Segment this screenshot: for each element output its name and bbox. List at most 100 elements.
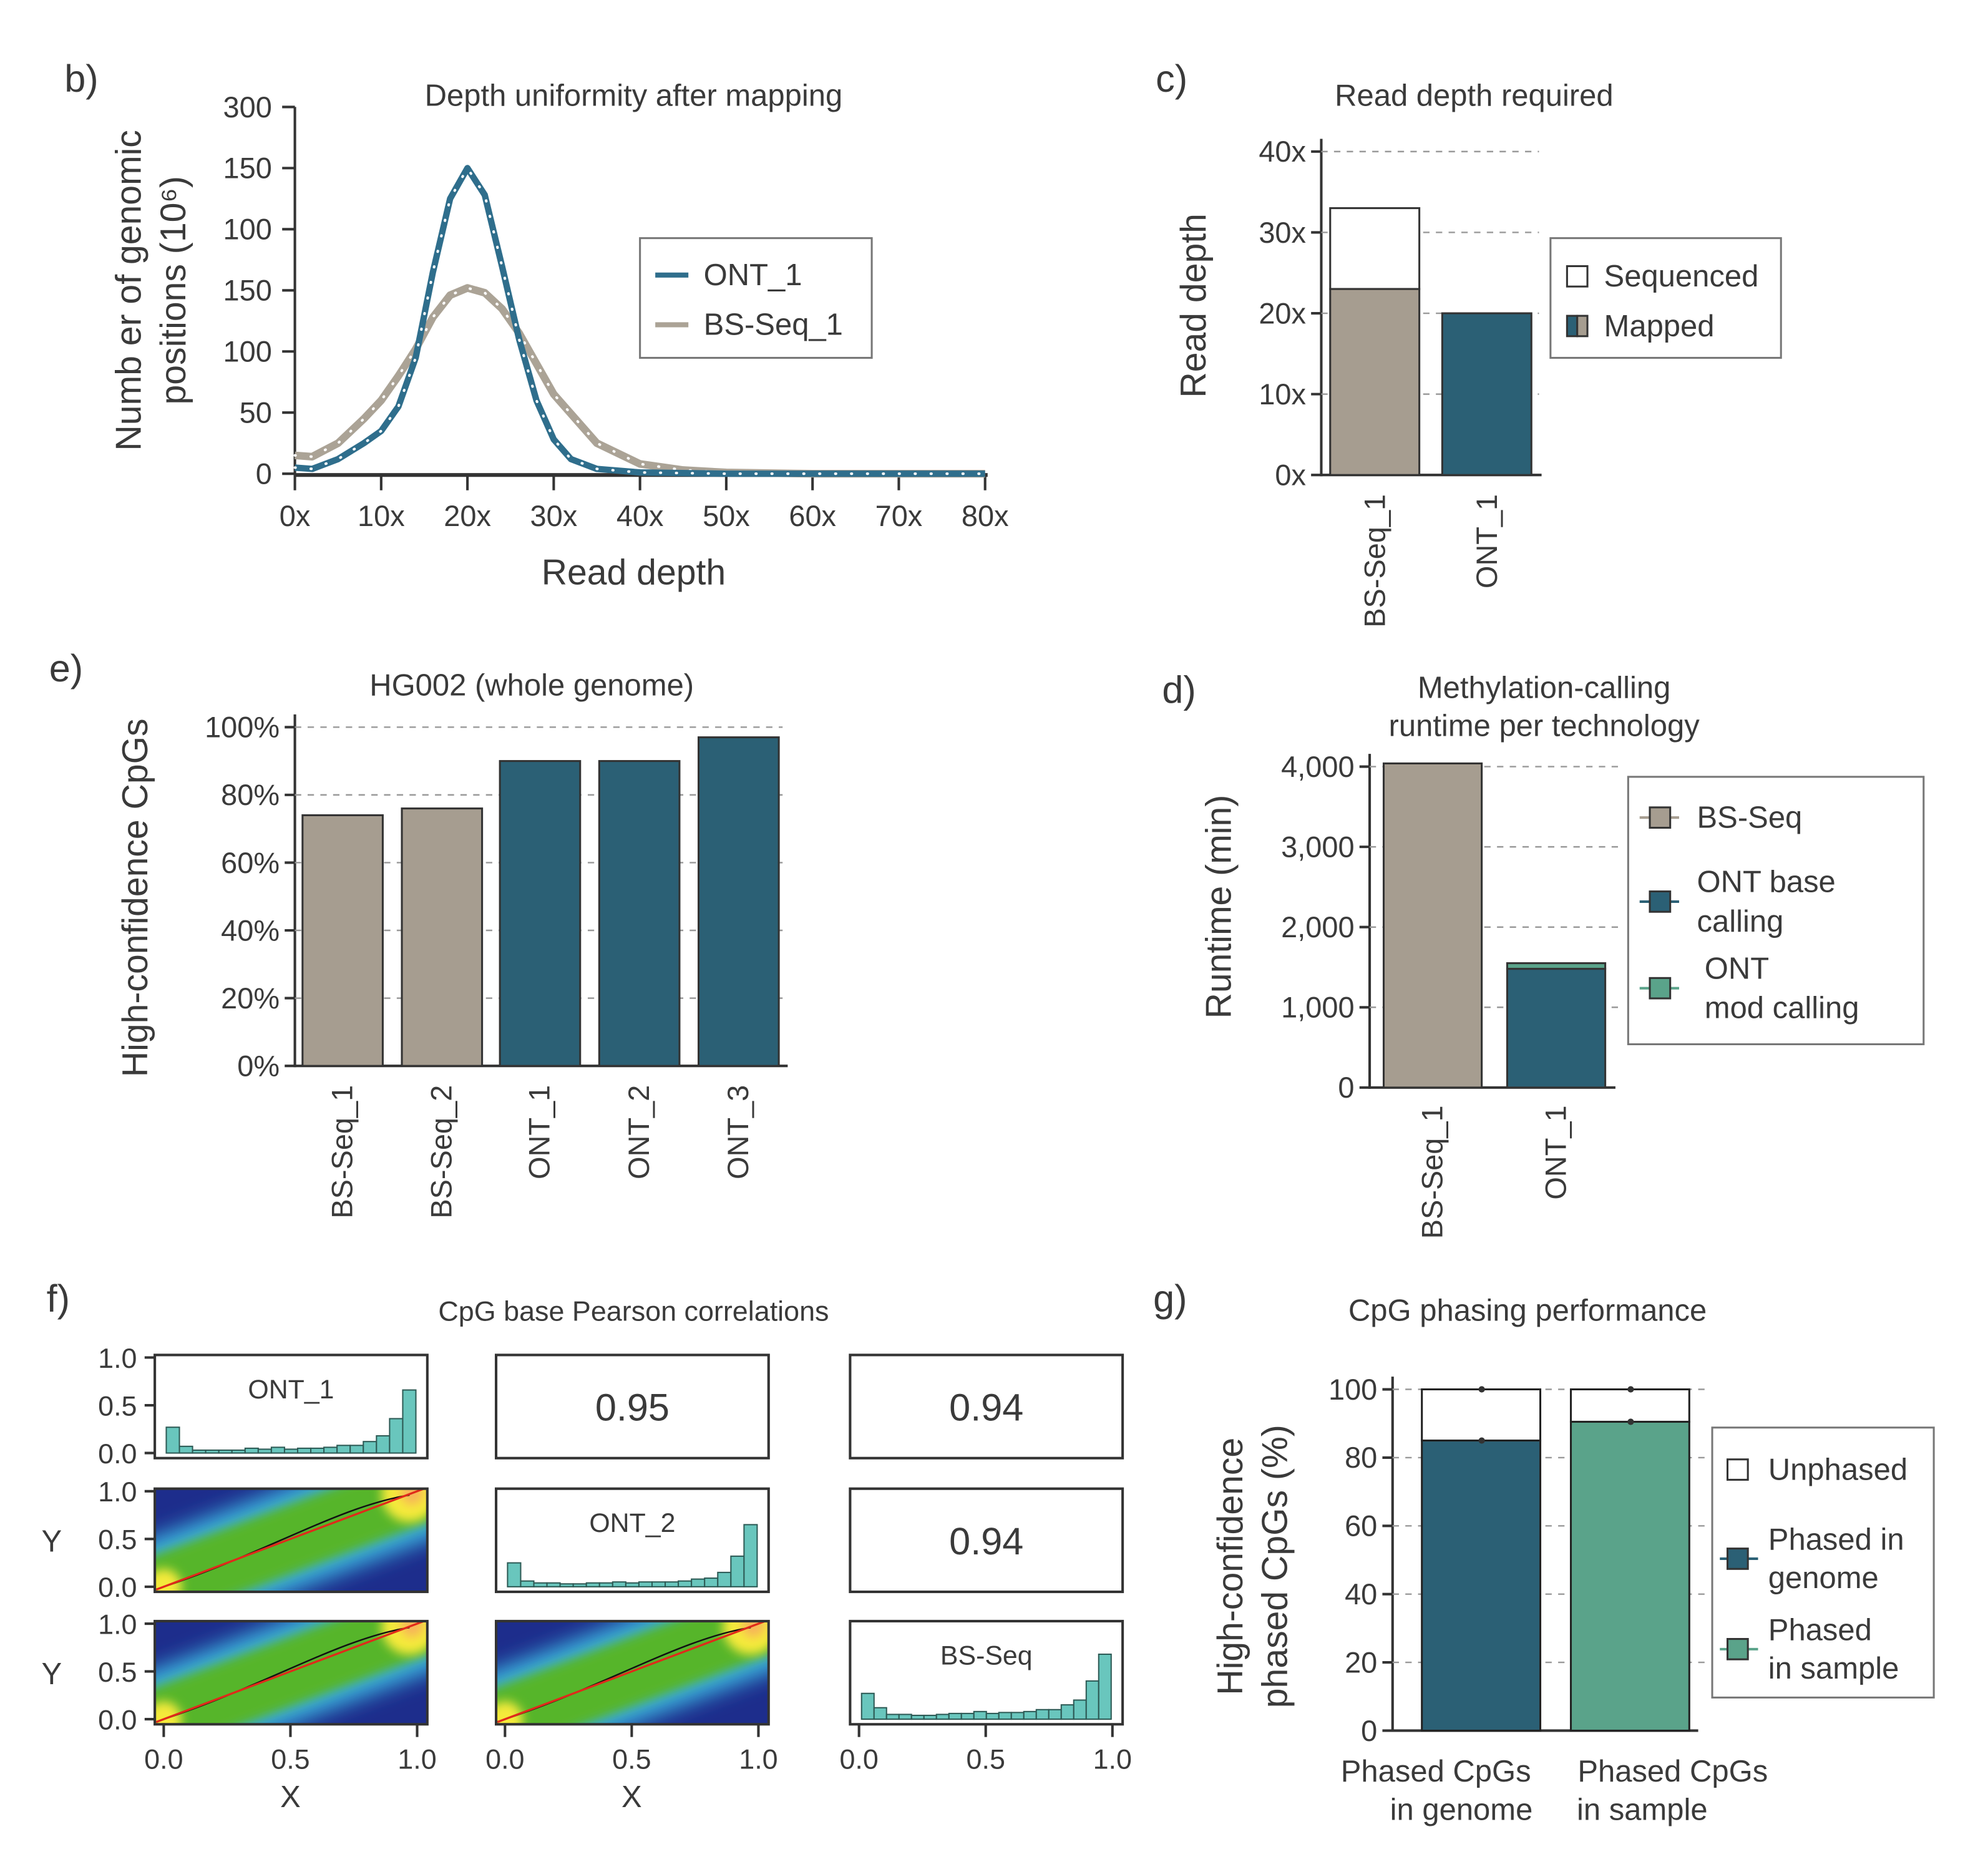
histogram-bar (585, 1582, 600, 1587)
chart-b-x-label: Read depth (542, 553, 726, 593)
legend-label: Sequenced (1604, 260, 1759, 293)
histogram-bar (910, 1714, 925, 1720)
density-hotspot (496, 1701, 523, 1725)
error-marker (1627, 1386, 1634, 1393)
f-x-tick-label: 1.0 (1093, 1743, 1132, 1775)
chart-b-y-label: positions (10⁶) (153, 176, 193, 404)
chart-g-category-label: Phased CpGs (1341, 1755, 1531, 1788)
identity-line (155, 1621, 426, 1723)
histogram-bar (1073, 1699, 1087, 1720)
legend-swatch (1726, 1458, 1749, 1481)
histogram-bar (691, 1578, 706, 1587)
histogram-bar (885, 1714, 900, 1720)
histogram-bar (178, 1445, 193, 1454)
panel-label-c: c) (1156, 57, 1187, 100)
chart-b-x-tick-label: 0x (280, 500, 311, 532)
bar-sequenced-BS-Seq_1 (1329, 207, 1421, 290)
chart-b-x-tick-label: 20x (444, 500, 491, 532)
chart-b-x-tick-label: 70x (875, 500, 923, 532)
histogram-bar (270, 1446, 285, 1454)
chart-g-y-label: phased CpGs (%) (1255, 1425, 1295, 1708)
f-x-tick-label: 1.0 (397, 1743, 436, 1775)
chart-c-y-tick-label: 0x (1275, 459, 1306, 492)
histogram-bar (898, 1714, 912, 1720)
chart-g-y-tick-label: 100 (1328, 1373, 1377, 1406)
chart-b-y-tick-label: 100 (223, 213, 272, 246)
chart-g-legend (1711, 1426, 1935, 1699)
histogram-bar (960, 1712, 975, 1720)
histogram-bar (257, 1448, 272, 1454)
error-marker (1627, 1418, 1634, 1425)
series-line-ONT_1 (295, 165, 985, 477)
panel-label-d: d) (1162, 669, 1196, 711)
chart-g-title: CpG phasing performance (1348, 1294, 1707, 1327)
chart-g-y-label: High-confidence (1211, 1438, 1250, 1695)
chart-d-y-tick-label: 1,000 (1281, 992, 1354, 1024)
histogram-bar (665, 1581, 680, 1587)
scatter-density-panel (155, 1488, 427, 1592)
chart-g-category-label: in genome (1390, 1793, 1533, 1826)
chart-e-y-tick-label: 100% (205, 711, 280, 744)
chart-b-x-tick-label: 80x (962, 500, 1009, 532)
panel-label-g: g) (1153, 1277, 1187, 1320)
histogram-bar (612, 1581, 626, 1587)
chart-d-category-label: BS-Seq_1 (1416, 1105, 1448, 1239)
bar-phased (1421, 1440, 1542, 1732)
f-x-tick-label: 0.0 (485, 1743, 524, 1775)
f-y-tick-label: 0.0 (98, 1438, 137, 1470)
chart-c-title: Read depth required (1335, 79, 1613, 112)
histogram-bar (948, 1712, 962, 1720)
correlation-value: 0.95 (595, 1387, 670, 1429)
histogram-bar (1098, 1654, 1112, 1720)
chart-c-y-label: Read depth (1174, 213, 1214, 397)
bar-unphased (1421, 1388, 1542, 1442)
chart-e-y-label: High-confidence CpGs (115, 718, 155, 1077)
density-hotspot-core (741, 1621, 765, 1637)
correlation-value: 0.94 (949, 1520, 1023, 1562)
f-x-tick-label: 0.5 (967, 1743, 1005, 1775)
f-x-label: X (621, 1780, 642, 1814)
histogram-bar (730, 1555, 745, 1587)
legend-label: BS-Seq_1 (704, 308, 843, 342)
histogram-bar (973, 1710, 987, 1720)
legend-swatch (1649, 890, 1672, 913)
chart-e-category-label: ONT_1 (524, 1085, 556, 1179)
density-hotspot-core (401, 1488, 424, 1505)
chart-c-y-tick-label: 10x (1259, 378, 1306, 411)
f-y-tick-label: 0.0 (98, 1704, 137, 1735)
histogram-bar (651, 1581, 666, 1587)
identity-line (155, 1488, 426, 1591)
f-x-tick-label: 0.5 (612, 1743, 651, 1775)
histogram-bar (336, 1445, 351, 1454)
legend-label: mod calling (1705, 992, 1859, 1025)
histogram-bar (363, 1441, 378, 1454)
f-x-tick-label: 1.0 (739, 1743, 777, 1775)
legend-label: in sample (1768, 1652, 1899, 1685)
histogram-bar (520, 1580, 535, 1587)
density-hotspot (155, 1569, 182, 1592)
series-dots-BS-Seq_1 (293, 286, 987, 475)
f-y-label: Y (41, 1525, 62, 1559)
bar-ONT_1-mod-calling (1506, 962, 1607, 970)
chart-b-y-tick-label: 100 (223, 336, 272, 368)
chart-e-title: HG002 (whole genome) (369, 668, 694, 702)
histogram-bar (349, 1445, 364, 1454)
bar-unphased (1569, 1388, 1690, 1423)
bar-mapped-BS-Seq_1 (1329, 288, 1421, 476)
f-x-tick-label: 0.5 (271, 1743, 309, 1775)
legend-label: ONT (1705, 952, 1769, 985)
legend-swatch-mapped-bs (1576, 314, 1589, 338)
chart-b-x-tick-label: 30x (530, 500, 578, 532)
correlation-panel (849, 1487, 1124, 1594)
legend-swatch (1726, 1548, 1749, 1570)
chart-g-y-tick-label: 0 (1361, 1715, 1377, 1747)
histogram-bar (205, 1449, 220, 1454)
chart-d-y-tick-label: 3,000 (1281, 831, 1354, 863)
histogram-bar (1023, 1710, 1037, 1720)
chart-d-title: Methylation-calling (1418, 671, 1671, 704)
f-y-tick-label: 0.5 (98, 1524, 137, 1556)
chart-b-x-tick-label: 50x (703, 500, 750, 532)
chart-e-category-label: BS-Seq_2 (426, 1085, 458, 1219)
chart-d-y-label: Runtime (min) (1199, 795, 1239, 1019)
legend-swatch (1649, 806, 1672, 829)
